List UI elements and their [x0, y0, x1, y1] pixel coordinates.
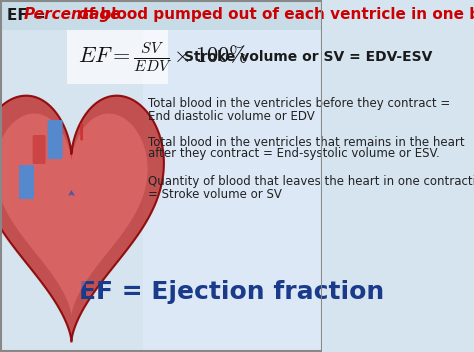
Text: of blood pumped out of each ventricle in one beat: of blood pumped out of each ventricle in… — [73, 7, 474, 23]
Text: Percentage: Percentage — [24, 7, 121, 23]
Text: End diastolic volume or EDV: End diastolic volume or EDV — [148, 109, 315, 122]
Text: = Stroke volume or SV: = Stroke volume or SV — [148, 188, 282, 201]
FancyBboxPatch shape — [47, 120, 63, 159]
Text: after they contract = End-systolic volume or ESV.: after they contract = End-systolic volum… — [148, 147, 440, 161]
Text: Total blood in the ventricles before they contract =: Total blood in the ventricles before the… — [148, 98, 450, 111]
FancyBboxPatch shape — [143, 0, 322, 352]
Text: Quantity of blood that leaves the heart in one contraction: Quantity of blood that leaves the heart … — [148, 176, 474, 189]
FancyBboxPatch shape — [67, 30, 168, 84]
FancyBboxPatch shape — [0, 0, 322, 30]
Text: EF = Ejection fraction: EF = Ejection fraction — [79, 280, 384, 304]
FancyBboxPatch shape — [19, 165, 34, 199]
Text: Stroke volume or SV = EDV-ESV: Stroke volume or SV = EDV-ESV — [183, 50, 432, 64]
FancyBboxPatch shape — [33, 135, 46, 164]
Polygon shape — [0, 96, 164, 341]
Text: $EF = \frac{SV}{EDV} \times 100\%$: $EF = \frac{SV}{EDV} \times 100\%$ — [78, 41, 248, 73]
Polygon shape — [0, 114, 147, 316]
Text: Total blood in the ventricles that remains in the heart: Total blood in the ventricles that remai… — [148, 136, 465, 149]
Text: EF =: EF = — [7, 7, 51, 23]
